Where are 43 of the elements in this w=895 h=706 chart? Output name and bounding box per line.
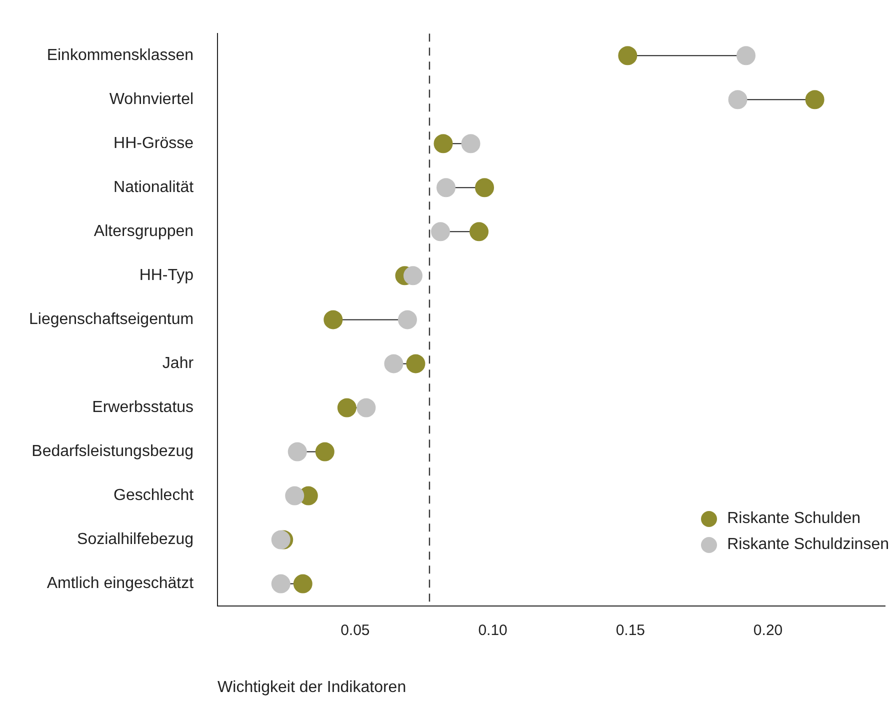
y-tick-label: Bedarfsleistungsbezug <box>32 443 194 460</box>
point <box>475 178 494 198</box>
point <box>324 310 343 330</box>
legend-label: Riskante Schuldzinsen <box>726 536 889 554</box>
point <box>470 222 489 242</box>
x-tick-label: 0.20 <box>753 622 783 639</box>
point <box>736 46 756 66</box>
y-tick-label: Liegenschaftseigentum <box>28 311 194 328</box>
y-tick-label: Amtlich eingeschätzt <box>46 575 194 592</box>
y-tick-label: Sozialhilfebezug <box>77 531 194 548</box>
y-tick-label: Nationalität <box>114 179 194 196</box>
y-tick-label: Jahr <box>162 355 194 372</box>
x-tick-label: 0.10 <box>478 622 508 639</box>
point <box>430 222 450 242</box>
point <box>293 574 312 594</box>
y-tick-label: HH-Grösse <box>114 135 194 152</box>
x-tick-label: 0.05 <box>340 622 370 639</box>
point <box>271 530 290 550</box>
point <box>805 90 824 110</box>
point <box>356 398 376 418</box>
y-tick-label: HH-Typ <box>139 267 194 284</box>
y-tick-label: Erwerbsstatus <box>92 399 194 416</box>
point <box>271 574 290 594</box>
y-tick-label: Wohnviertel <box>109 91 194 108</box>
point <box>618 46 638 66</box>
point <box>436 178 456 198</box>
point <box>403 266 422 286</box>
point <box>288 442 307 462</box>
y-tick-label: Altersgruppen <box>94 223 194 240</box>
x-axis-title: Wichtigkeit der Indikatoren <box>218 678 406 696</box>
point <box>398 310 417 330</box>
point <box>315 442 334 462</box>
y-tick-label: Einkommensklassen <box>46 47 194 64</box>
y-tick-label: Geschlecht <box>114 487 194 504</box>
point <box>461 134 480 154</box>
point <box>384 354 404 374</box>
point <box>406 354 426 374</box>
legend-label: Riskante Schulden <box>726 510 862 528</box>
point <box>285 486 304 506</box>
x-tick-label: 0.15 <box>616 622 646 639</box>
point <box>434 134 453 154</box>
point <box>337 398 356 418</box>
point <box>728 90 748 110</box>
